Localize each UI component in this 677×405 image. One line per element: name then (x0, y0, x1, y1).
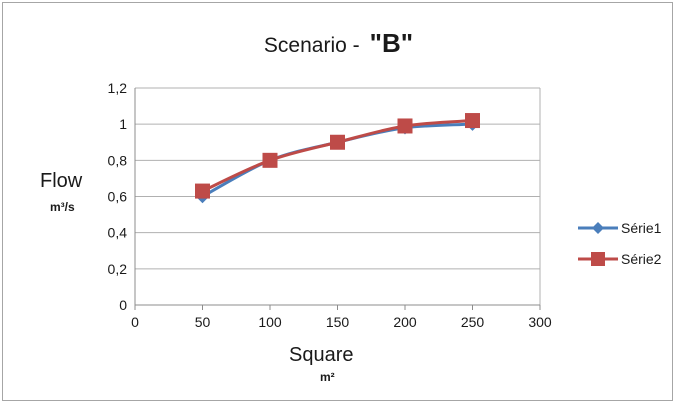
x-tick-label: 0 (131, 314, 139, 330)
y-axis-label: Flow (40, 170, 83, 192)
legend-1-marker (592, 222, 604, 234)
series-2-point (262, 152, 278, 168)
chart-title: Scenario - "B" (0, 28, 677, 59)
x-axis-label: Square (289, 344, 354, 366)
series-2-point (195, 183, 210, 199)
series-2-point (397, 118, 413, 134)
y-tick-label: 1 (119, 116, 127, 132)
x-tick-label: 250 (461, 314, 485, 330)
legend-2-label: Série2 (621, 251, 662, 267)
chart-title-main: Scenario - (263, 34, 360, 57)
y-tick-label: 0,4 (108, 225, 128, 241)
y-tick-label: 0 (119, 297, 127, 313)
chart-frame (2, 2, 673, 401)
x-tick-label: 300 (528, 314, 552, 330)
legend-2-marker (591, 252, 605, 266)
series-2-point (330, 134, 345, 150)
y-axis-unit: m³/s (50, 200, 75, 214)
y-tick-label: 0,2 (108, 261, 128, 277)
x-tick-label: 200 (393, 314, 417, 330)
y-tick-label: 0,6 (108, 189, 128, 205)
x-tick-label: 150 (326, 314, 350, 330)
x-tick-label: 100 (258, 314, 282, 330)
series-2-point (465, 113, 480, 129)
x-tick-label: 50 (195, 314, 211, 330)
y-tick-label: 0,8 (108, 152, 128, 168)
series-2-line (201, 119, 473, 193)
legend-1-label: Série1 (621, 220, 662, 236)
x-axis-unit: m² (320, 370, 335, 384)
y-tick-label: 1,2 (108, 80, 128, 96)
chart-title-emphasis: "B" (369, 28, 414, 58)
